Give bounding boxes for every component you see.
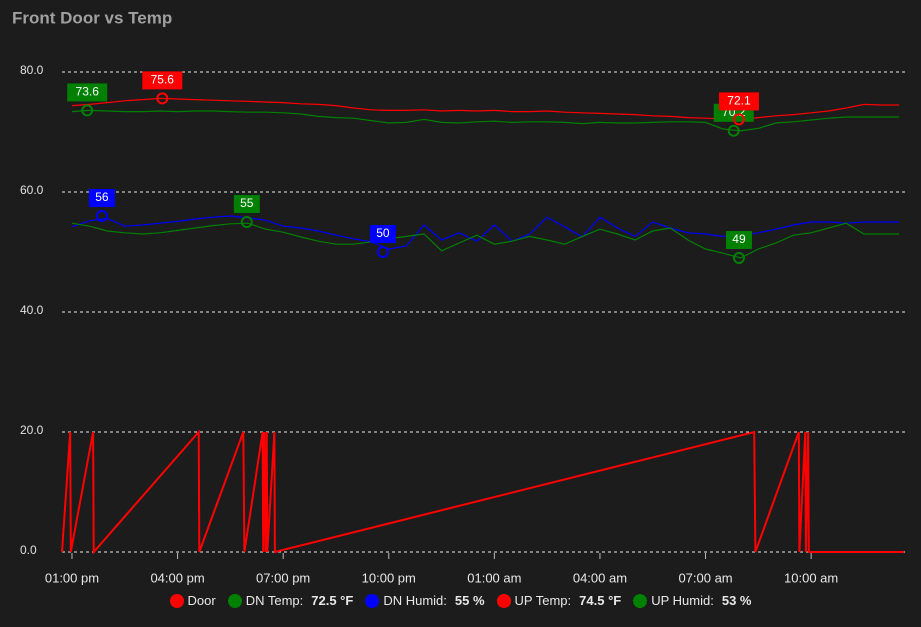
legend-name: UP Temp: [514,593,572,608]
y-tick-label: 60.0 [20,183,44,197]
legend-item[interactable]: Door [169,592,216,610]
series-line [71,109,900,132]
legend-swatch [227,594,242,608]
marker-label: 75.6 [151,73,175,87]
extreme-marker [240,216,253,228]
marker-label-box [142,71,183,90]
extreme-marker [156,92,169,105]
legend-name: UP Humid: [651,593,714,608]
marker-label: 72.1 [727,94,751,108]
series-line [61,429,904,555]
legend-item[interactable]: UP Temp: 74.5 °F [496,592,622,610]
legend-swatch [496,594,511,608]
marker-label: 56 [95,190,109,204]
legend-value: 74.5 °F [579,593,622,608]
marker-label: 49 [732,232,746,246]
extreme-marker [727,124,740,137]
marker-label-box [718,92,759,111]
marker-label-box [725,231,752,249]
x-tick-label: 10:00 pm [362,570,416,585]
marker-label: 50 [376,226,390,240]
marker-label-box [67,83,108,102]
legend-item[interactable]: DN Humid: 55 % [365,592,485,610]
marker-label-box [88,189,115,207]
legend-swatch [633,594,648,608]
y-tick-label: 40.0 [20,303,44,317]
legend-name: DN Temp: [245,593,304,608]
legend-item[interactable]: DN Temp: 72.5 °F [227,592,354,610]
x-tick-label: 07:00 am [678,570,732,585]
series-line [71,222,900,259]
extreme-marker [376,246,389,258]
extreme-marker [81,104,94,117]
marker-label-box [369,225,396,243]
legend-item[interactable]: UP Humid: 53 % [633,592,751,610]
marker-label-box [233,195,260,213]
extreme-marker [732,113,745,126]
legend-value: 53 % [721,593,752,608]
chart-title: Front Door vs Temp [12,8,172,27]
legend: Door DN Temp: 72.5 °F DN Humid: 55 % UP Temp:… [0,592,921,610]
x-tick-label: 10:00 am [784,570,838,585]
legend-swatch [365,594,380,608]
series-line [71,97,900,121]
marker-label: 55 [240,196,254,210]
x-tick-label: 01:00 pm [45,570,99,585]
y-tick-label: 80.0 [20,63,44,77]
legend-value: 55 % [454,593,485,608]
y-tick-label: 0.0 [20,543,37,557]
x-tick-label: 01:00 am [467,570,521,585]
legend-swatch [169,594,184,608]
legend-name: Door [187,593,216,608]
legend-name: DN Humid: [383,593,447,608]
legend-value: 72.5 °F [311,593,354,608]
series-line [71,215,900,250]
x-tick-label: 07:00 pm [256,570,310,585]
extreme-marker [95,210,108,222]
extreme-marker [732,252,745,264]
x-tick-label: 04:00 am [573,570,627,585]
y-tick-label: 20.0 [20,423,44,437]
x-tick-label: 04:00 pm [150,570,204,585]
marker-label: 73.6 [76,85,100,99]
